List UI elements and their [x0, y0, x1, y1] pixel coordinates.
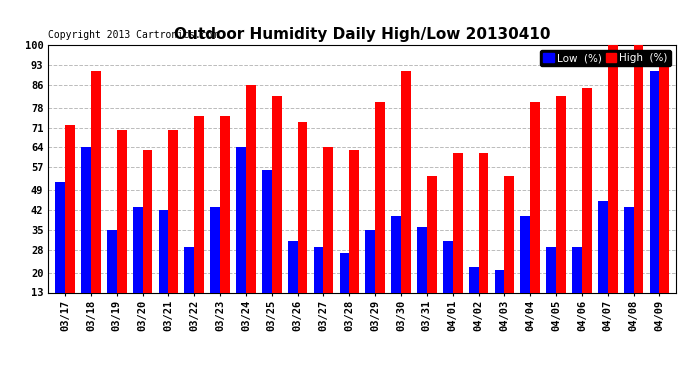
Text: Copyright 2013 Cartronics.com: Copyright 2013 Cartronics.com	[48, 30, 219, 40]
Bar	[272, 96, 282, 330]
Bar	[117, 130, 126, 330]
Legend: Low  (%), High  (%): Low (%), High (%)	[540, 50, 671, 66]
Bar	[210, 207, 220, 330]
Bar	[81, 147, 91, 330]
Bar	[159, 210, 168, 330]
Bar	[582, 88, 592, 330]
Bar	[195, 116, 204, 330]
Bar	[624, 207, 633, 330]
Bar	[375, 102, 385, 330]
Bar	[598, 201, 608, 330]
Bar	[314, 247, 324, 330]
Bar	[391, 216, 401, 330]
Bar	[427, 176, 437, 330]
Bar	[495, 270, 504, 330]
Bar	[504, 176, 514, 330]
Bar	[608, 45, 618, 330]
Bar	[660, 65, 669, 330]
Bar	[556, 96, 566, 330]
Title: Outdoor Humidity Daily High/Low 20130410: Outdoor Humidity Daily High/Low 20130410	[174, 27, 551, 42]
Bar	[107, 230, 117, 330]
Bar	[443, 241, 453, 330]
Bar	[365, 230, 375, 330]
Bar	[479, 153, 489, 330]
Bar	[546, 247, 556, 330]
Bar	[220, 116, 230, 330]
Bar	[65, 124, 75, 330]
Bar	[246, 85, 256, 330]
Bar	[262, 170, 272, 330]
Bar	[236, 147, 246, 330]
Bar	[339, 253, 349, 330]
Bar	[297, 122, 308, 330]
Bar	[417, 227, 427, 330]
Bar	[572, 247, 582, 330]
Bar	[649, 70, 660, 330]
Bar	[453, 153, 462, 330]
Bar	[324, 147, 333, 330]
Bar	[143, 150, 152, 330]
Bar	[184, 247, 195, 330]
Bar	[469, 267, 479, 330]
Bar	[288, 241, 297, 330]
Bar	[633, 45, 643, 330]
Bar	[530, 102, 540, 330]
Bar	[349, 150, 359, 330]
Bar	[132, 207, 143, 330]
Bar	[401, 70, 411, 330]
Bar	[91, 70, 101, 330]
Bar	[55, 182, 65, 330]
Bar	[520, 216, 530, 330]
Bar	[168, 130, 178, 330]
